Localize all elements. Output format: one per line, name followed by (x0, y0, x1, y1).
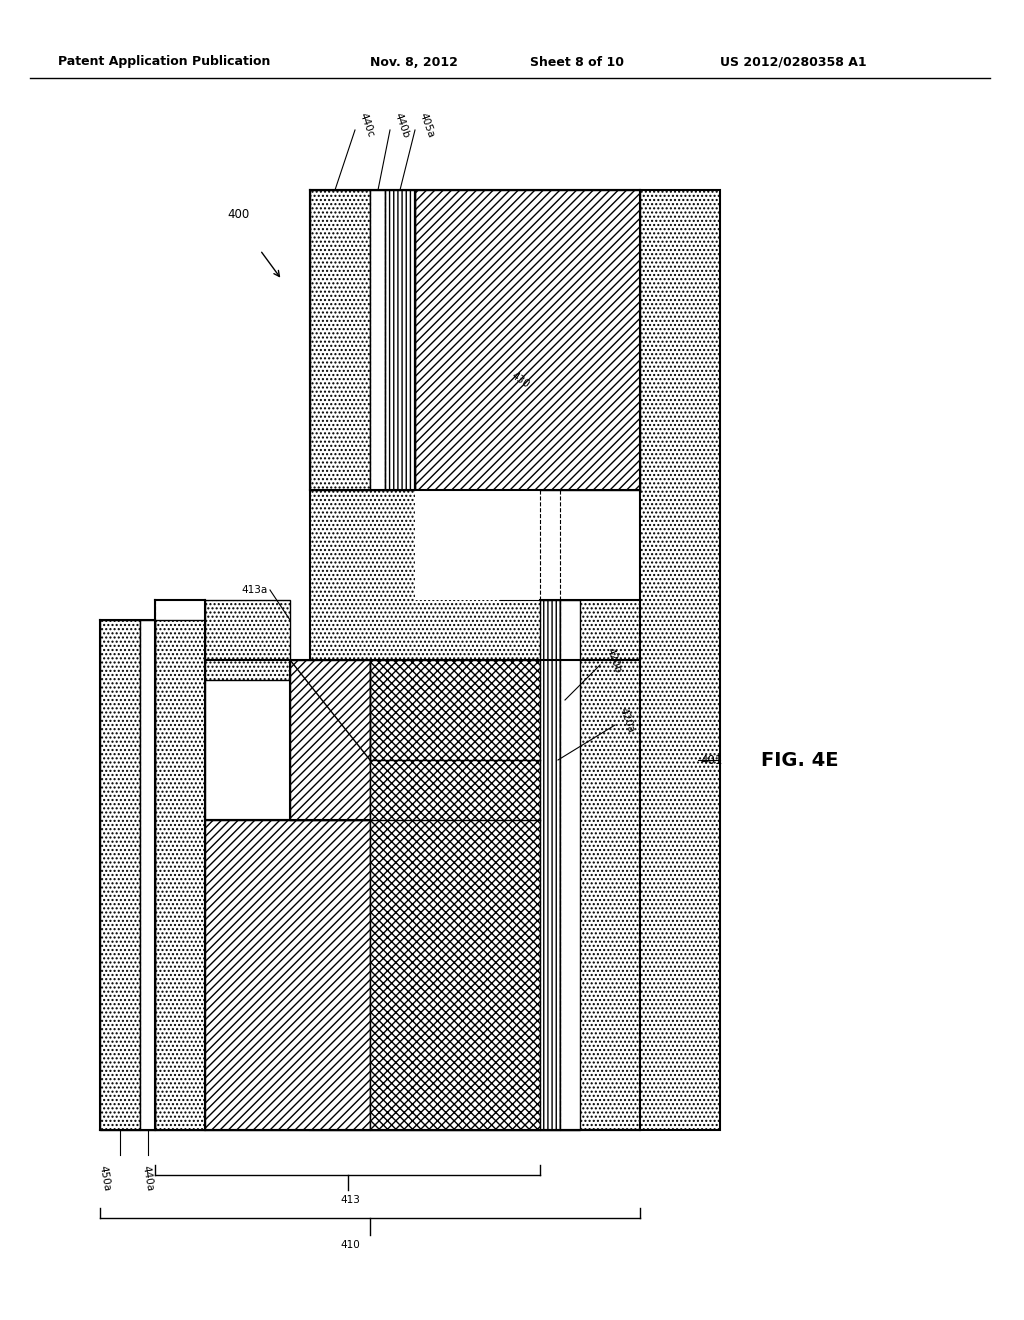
Bar (370, 190, 385, 490)
Bar (560, 601, 580, 1130)
Text: 440b: 440b (393, 111, 412, 139)
Bar (385, 190, 415, 490)
Text: 440a: 440a (141, 1166, 156, 1192)
Text: 420b: 420b (605, 645, 624, 675)
Text: 411: 411 (449, 931, 471, 950)
Text: 420: 420 (490, 585, 510, 595)
Bar (415, 490, 640, 601)
Text: 400: 400 (227, 209, 249, 222)
Text: 413a: 413a (242, 585, 268, 595)
Text: 440c: 440c (358, 111, 376, 139)
Bar (140, 620, 155, 1130)
Bar (205, 601, 290, 680)
Text: 415: 415 (299, 931, 321, 950)
Bar (290, 660, 370, 820)
Text: 410: 410 (340, 1239, 359, 1250)
Text: 450a: 450a (98, 1166, 113, 1192)
Bar (310, 190, 720, 1130)
Text: 401: 401 (700, 754, 722, 767)
Bar (100, 620, 140, 1130)
Text: Sheet 8 of 10: Sheet 8 of 10 (530, 55, 624, 69)
Text: FIG. 4E: FIG. 4E (761, 751, 839, 770)
Bar (540, 601, 560, 1130)
Text: 420a: 420a (618, 706, 636, 734)
Text: Nov. 8, 2012: Nov. 8, 2012 (370, 55, 458, 69)
Bar (310, 190, 640, 490)
Bar (415, 190, 640, 490)
Text: 430: 430 (509, 370, 531, 389)
Bar (370, 660, 540, 1130)
Text: 405a: 405a (418, 111, 436, 139)
Bar (205, 820, 370, 1130)
Bar (310, 190, 370, 490)
Text: US 2012/0280358 A1: US 2012/0280358 A1 (720, 55, 866, 69)
Text: Patent Application Publication: Patent Application Publication (58, 55, 270, 69)
Text: 413: 413 (340, 1195, 360, 1205)
Bar (155, 620, 205, 1130)
